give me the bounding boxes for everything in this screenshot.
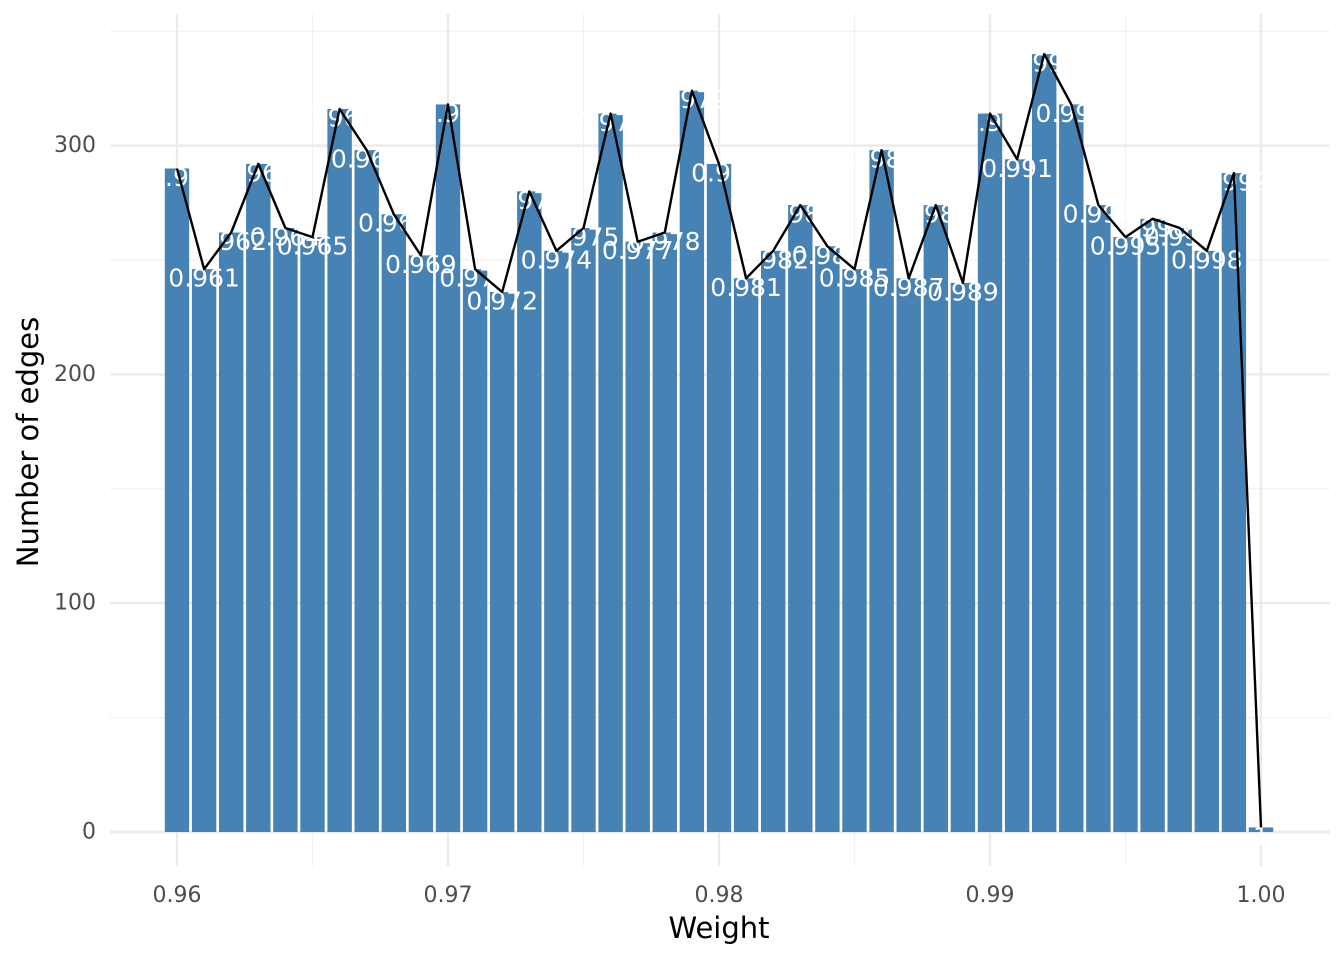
x-tick-label: 0.96 bbox=[153, 883, 202, 908]
bar bbox=[1248, 827, 1274, 832]
bar bbox=[1221, 173, 1247, 832]
y-tick-label: 300 bbox=[54, 133, 96, 158]
bar bbox=[1086, 205, 1111, 832]
bar bbox=[1059, 104, 1084, 832]
bar bbox=[219, 232, 244, 832]
bar bbox=[490, 292, 515, 833]
trend-line-layer bbox=[175, 52, 1263, 828]
bar bbox=[544, 250, 569, 832]
bar bbox=[164, 168, 190, 833]
bar bbox=[706, 163, 732, 833]
bar bbox=[1113, 237, 1138, 832]
bar bbox=[327, 108, 352, 832]
bars bbox=[164, 54, 1274, 833]
bar bbox=[381, 214, 406, 833]
bar bbox=[462, 269, 488, 833]
x-tick-label: 0.98 bbox=[695, 883, 744, 908]
trend-line bbox=[175, 52, 1263, 828]
bar bbox=[733, 278, 759, 833]
axis-ticks: 0.96 0.97 0.98 0.99 1.00 0 100 200 300 bbox=[54, 133, 1285, 908]
bar bbox=[435, 104, 461, 832]
bar bbox=[625, 241, 650, 833]
y-tick-label: 200 bbox=[54, 362, 96, 387]
bar bbox=[1167, 227, 1192, 832]
bar bbox=[977, 113, 1003, 833]
bar bbox=[761, 250, 786, 832]
bar bbox=[869, 150, 894, 832]
bar bbox=[815, 246, 840, 833]
bar bbox=[923, 205, 948, 832]
bar bbox=[571, 227, 596, 832]
bar bbox=[896, 278, 921, 833]
bar bbox=[842, 269, 867, 833]
bar bbox=[1140, 218, 1165, 833]
bar bbox=[950, 282, 976, 832]
bar bbox=[1194, 250, 1219, 832]
bar bbox=[246, 163, 271, 833]
x-tick-label: 0.99 bbox=[966, 883, 1015, 908]
bar bbox=[191, 269, 217, 833]
bar bbox=[598, 113, 623, 833]
bar bbox=[788, 205, 813, 832]
bar bbox=[652, 232, 677, 832]
y-tick-label: 0 bbox=[82, 820, 96, 845]
bar bbox=[1004, 159, 1030, 832]
bar bbox=[354, 150, 379, 832]
y-tick-label: 100 bbox=[54, 591, 96, 616]
bar bbox=[517, 191, 542, 833]
bar-label: 0.96 bbox=[149, 163, 205, 192]
bar bbox=[408, 255, 434, 832]
bar bbox=[1032, 54, 1057, 832]
bar bbox=[300, 237, 325, 832]
bar bbox=[679, 90, 705, 833]
x-tick-label: 0.97 bbox=[424, 883, 473, 908]
bar bbox=[273, 227, 298, 832]
x-axis-title: Weight bbox=[668, 911, 769, 945]
x-tick-label: 1.00 bbox=[1237, 883, 1286, 908]
y-axis-title: Number of edges bbox=[11, 317, 45, 568]
bar-label: 1 bbox=[1253, 822, 1269, 851]
